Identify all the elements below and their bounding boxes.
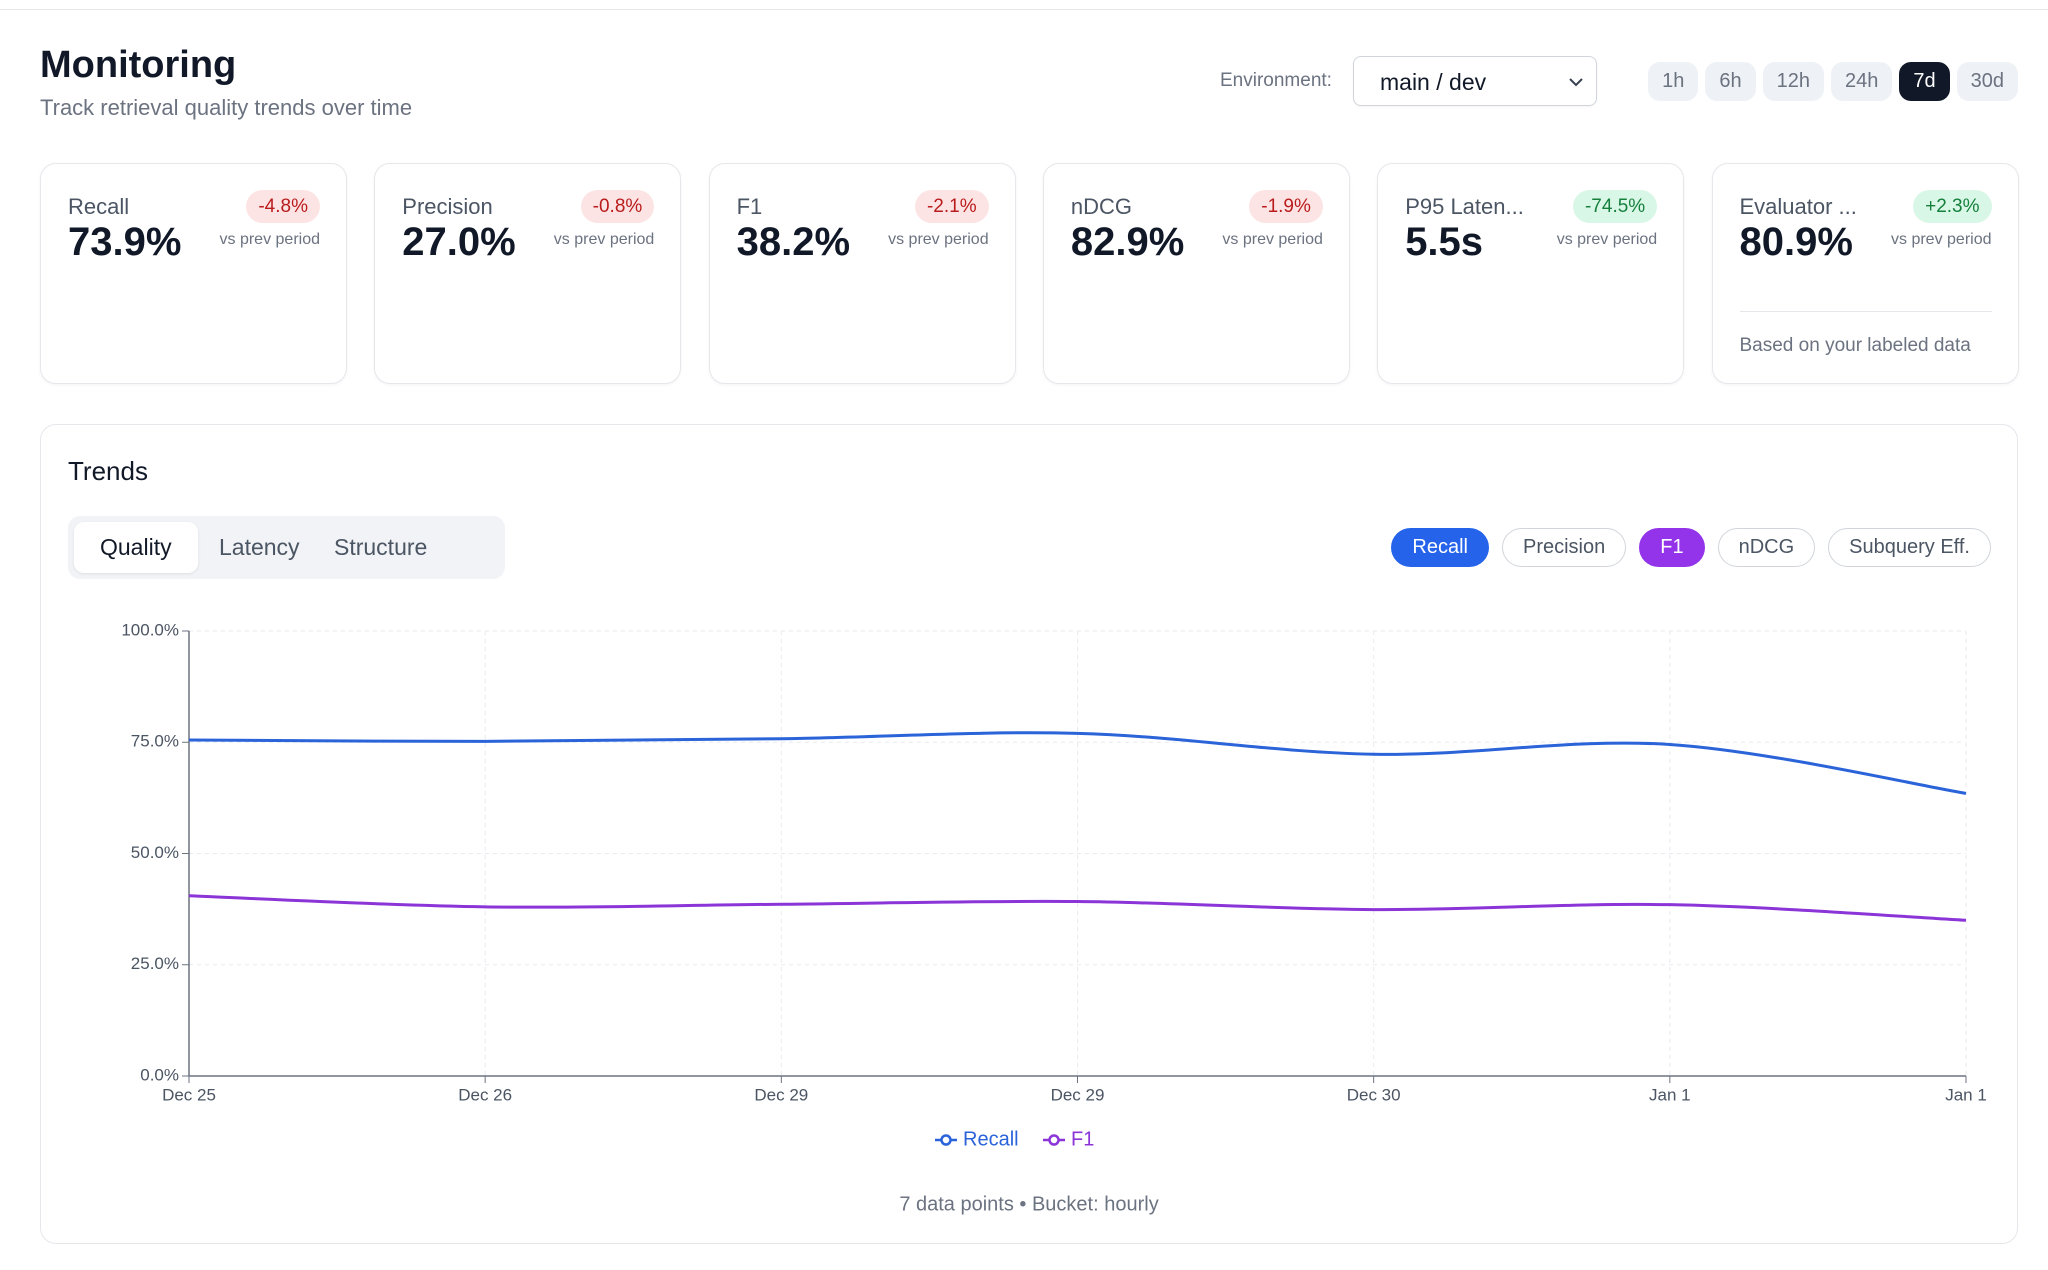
kpi-value: 80.9% — [1739, 220, 1853, 264]
kpi-card: F1 -2.1% vs prev period 38.2% — [708, 163, 1016, 384]
metric-toggle[interactable]: Recall — [1391, 528, 1489, 567]
kpi-card: Evaluator ... +2.3% vs prev period 80.9% Bas… — [1711, 163, 2019, 384]
section-title: Trends — [68, 456, 148, 486]
kpi-comparison: vs prev period — [1222, 231, 1323, 248]
divider — [1739, 311, 1992, 312]
metric-toggle[interactable]: Subquery Eff. — [1828, 528, 1991, 567]
divider — [0, 9, 2048, 10]
range-button[interactable]: 12h — [1762, 62, 1824, 101]
environment-select[interactable]: main / dev — [1353, 56, 1597, 106]
range-button[interactable]: 24h — [1831, 62, 1893, 101]
chevron — [1569, 78, 1583, 87]
range-group: 1h 6h 12h 24h 7d 30d — [1648, 62, 2018, 101]
kpi-comparison: vs prev period — [888, 231, 989, 248]
kpi-value: 5.5s — [1405, 220, 1484, 264]
kpi-comparison: vs prev period — [1556, 231, 1658, 248]
kpi-change: -74.5% — [1572, 190, 1658, 223]
kpi-card: nDCG -1.9% vs prev period 82.9% — [1042, 163, 1350, 384]
kpi-note: Based on your labeled data — [1739, 335, 1971, 356]
tab-group: Quality Latency Structure — [68, 516, 505, 579]
page-subtitle: Track retrieval quality trends over time — [40, 95, 413, 120]
kpi-card: Recall -4.8% vs prev period 73.9% — [40, 163, 347, 384]
metric-toggles: Recall Precision F1 nDCG Subquery Eff. — [1391, 528, 1991, 567]
kpi-value: 38.2% — [736, 220, 851, 264]
range-button[interactable]: 30d — [1956, 62, 2018, 101]
environment-value: main / dev — [1380, 69, 1487, 95]
kpi-comparison: vs prev period — [553, 231, 655, 248]
kpi-label: Evaluator ... — [1739, 194, 1857, 219]
environment-label: Environment: — [1220, 70, 1332, 91]
metric-toggle[interactable]: F1 — [1639, 528, 1705, 567]
tab[interactable]: Latency — [219, 534, 300, 560]
kpi-change: -1.9% — [1249, 190, 1323, 223]
kpi-comparison: vs prev period — [1891, 231, 1992, 248]
kpi-label: Recall — [68, 194, 130, 219]
range-button[interactable]: 6h — [1705, 62, 1756, 101]
metric-toggle[interactable]: Precision — [1501, 528, 1627, 567]
metric-toggle[interactable]: nDCG — [1717, 528, 1816, 567]
kpi-card: Precision -0.8% vs prev period 27.0% — [374, 163, 682, 384]
range-button[interactable]: 1h — [1648, 62, 1699, 101]
kpi-label: nDCG — [1070, 194, 1133, 219]
kpi-change: +2.3% — [1913, 190, 1992, 223]
kpi-change: -2.1% — [914, 190, 989, 223]
kpi-change: -0.8% — [580, 190, 655, 223]
page-title: Monitoring — [40, 44, 237, 86]
kpi-value: 27.0% — [402, 220, 516, 264]
kpi-card: P95 Laten... -74.5% vs prev period 5.5s — [1377, 163, 1685, 384]
kpi-change: -4.8% — [246, 190, 320, 223]
kpi-value: 73.9% — [68, 220, 182, 264]
kpi-value: 82.9% — [1070, 220, 1185, 264]
range-button[interactable]: 7d — [1899, 62, 1950, 101]
tab[interactable]: Structure — [334, 534, 428, 560]
kpi-comparison: vs prev period — [219, 231, 321, 248]
trends-panel — [40, 424, 2018, 1244]
kpi-label: F1 — [736, 194, 763, 219]
tab[interactable]: Quality — [74, 522, 198, 573]
kpi-label: P95 Laten... — [1405, 194, 1524, 219]
kpi-label: Precision — [402, 194, 493, 219]
